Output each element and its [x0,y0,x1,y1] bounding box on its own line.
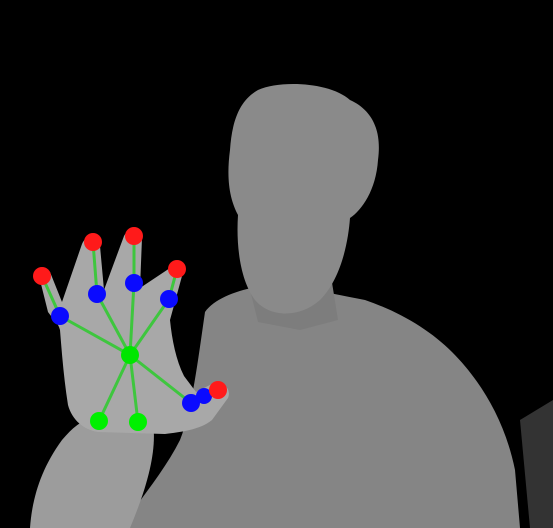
ring-tip-joint [84,233,102,251]
bone [97,353,132,423]
base-joint-left [90,412,108,430]
bone [58,314,132,357]
skeleton-joints [33,227,227,431]
ring-mid-joint [88,285,106,303]
bone [95,292,132,357]
depth-noise-right [520,400,553,528]
middle-tip-joint [125,227,143,245]
bone [128,297,171,357]
thumb-mid-joint [182,394,200,412]
pinky-tip-joint [33,267,51,285]
person-body [120,286,520,528]
hand [40,230,229,434]
bone [128,353,140,424]
bone [128,281,136,357]
middle-mid-joint [125,274,143,292]
person-head [228,84,379,314]
bone [128,353,193,405]
index-tip-joint [168,260,186,278]
arm [30,410,154,528]
thumb-mid2-joint [196,388,212,404]
pinky-mid-joint [51,307,69,325]
thumb-tip-joint [209,381,227,399]
palm-joint [121,346,139,364]
index-mid-joint [160,290,178,308]
base-joint-right [129,413,147,431]
